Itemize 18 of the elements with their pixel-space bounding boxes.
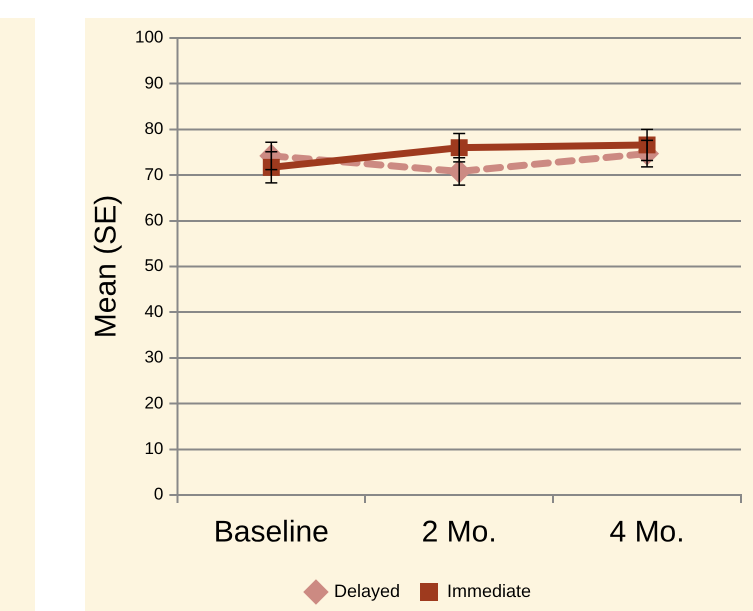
x-tick-label: 4 Mo. — [610, 515, 685, 548]
y-tick-label: 70 — [144, 164, 164, 184]
y-tick-label: 60 — [144, 210, 164, 230]
y-tick-label: 100 — [134, 28, 164, 47]
legend-label: Immediate — [447, 580, 532, 601]
y-tick-label: 20 — [144, 393, 164, 412]
x-tick-label: 2 Mo. — [422, 515, 497, 548]
legend-label: Delayed — [334, 580, 400, 601]
y-tick-label: 30 — [144, 348, 164, 367]
y-tick-label: 90 — [144, 73, 164, 92]
y-tick-label: 10 — [144, 438, 164, 458]
y-tick-label: 50 — [144, 256, 164, 276]
x-tick-label: Baseline — [214, 515, 329, 548]
point — [450, 139, 468, 156]
y-tick-label: 40 — [144, 302, 164, 321]
y-tick-label: 0 — [154, 484, 164, 504]
y-axis-title: Mean (SE) — [89, 194, 122, 338]
y-tick-label: 80 — [144, 119, 164, 138]
